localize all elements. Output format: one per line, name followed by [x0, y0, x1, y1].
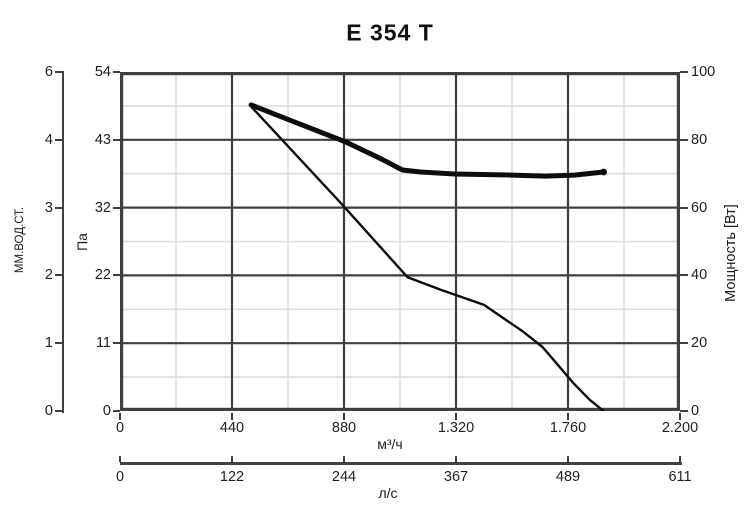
- power-axis-tick-label: 80: [691, 131, 708, 148]
- right-axis-unit-power-watt: Мощность [Вт]: [723, 204, 739, 302]
- mm-axis-tick-label: 1: [44, 335, 53, 352]
- pressure-curve: [249, 105, 605, 411]
- pa-axis-tick-label: 43: [94, 131, 111, 148]
- mm-axis-tick-label: 6: [44, 64, 53, 80]
- pa-axis-tick: [113, 70, 120, 74]
- pa-axis-tick: [113, 342, 120, 345]
- pa-axis-tick-label: 32: [94, 199, 111, 216]
- x-axis2-unit-ls: л/с: [378, 485, 398, 501]
- x-axis-unit-m3h: м³/ч: [377, 436, 403, 452]
- ls-axis-tick-label: 489: [555, 469, 581, 485]
- power-axis-tick: [680, 409, 688, 413]
- left-axis-unit-pascal: Па: [74, 233, 90, 251]
- mm-axis-tick: [55, 206, 62, 209]
- chart-title: E 354 T: [346, 19, 434, 46]
- power-axis-tick: [680, 70, 688, 74]
- power-curve-end-dot: [600, 168, 608, 176]
- power-axis-tick-label: 60: [691, 199, 708, 216]
- x-axis-tick-label: 2.200: [661, 420, 699, 436]
- mm-axis-tick: [55, 342, 62, 345]
- ls-axis-tick: [454, 456, 458, 462]
- mm-axis-tick-label: 3: [44, 199, 53, 216]
- power-axis-tick: [680, 138, 688, 141]
- power-curve: [248, 102, 607, 179]
- ls-axis-tick: [342, 456, 346, 462]
- pa-axis-tick: [113, 138, 120, 141]
- ls-axis-tick-label: 244: [331, 469, 357, 485]
- x-axis-tick-label: 1.320: [437, 420, 475, 436]
- ls-axis-tick-label: 367: [443, 469, 469, 485]
- x-axis-tick: [566, 412, 570, 420]
- x-axis-tick-label: 0: [115, 420, 125, 436]
- plot-border: [120, 72, 680, 411]
- plot-area: [120, 72, 680, 411]
- power-axis-tick-label: 20: [691, 335, 708, 352]
- pa-axis-tick-label: 11: [95, 335, 111, 352]
- ls-axis-tick-label: 611: [668, 469, 692, 485]
- pa-axis-tick-label: 22: [94, 267, 111, 284]
- pa-axis-tick: [113, 274, 120, 277]
- power-axis-tick-label: 0: [691, 403, 700, 419]
- x-axis-tick-label: 440: [219, 420, 245, 436]
- pa-axis-tick-label: 0: [102, 403, 111, 419]
- x-axis-tick: [118, 412, 122, 420]
- x-axis-tick: [342, 412, 346, 420]
- ls-axis-tick: [678, 456, 682, 462]
- ls-axis-line: [120, 462, 682, 465]
- mm-axis-tick: [55, 409, 62, 413]
- ls-axis-tick: [566, 456, 570, 462]
- mm-axis-tick: [55, 274, 62, 277]
- mm-axis-tick: [55, 70, 62, 74]
- pa-axis-tick: [113, 409, 120, 413]
- x-axis-tick: [230, 412, 234, 420]
- pa-axis-tick: [113, 206, 120, 209]
- left-axis-unit-mm-water-column: ММ.ВОД.СТ.: [14, 206, 26, 274]
- mm-axis-line: [61, 71, 64, 413]
- power-axis-tick: [680, 274, 688, 277]
- x-axis-tick-label: 1.760: [549, 420, 587, 436]
- ls-axis-tick: [230, 456, 234, 462]
- power-axis-tick-label: 100: [691, 64, 716, 80]
- power-axis-tick: [680, 206, 688, 209]
- mm-axis-tick: [55, 138, 62, 141]
- mm-axis-tick-label: 2: [44, 267, 53, 284]
- ls-axis-tick-label: 0: [115, 469, 125, 485]
- mm-axis-tick-label: 4: [44, 131, 53, 148]
- power-axis-tick-label: 40: [691, 267, 708, 284]
- pa-axis-tick-label: 54: [94, 64, 111, 80]
- x-axis-tick: [454, 412, 458, 420]
- power-axis-tick: [680, 342, 688, 345]
- x-axis-tick-label: 880: [331, 420, 357, 436]
- mm-axis-tick-label: 0: [44, 403, 53, 419]
- x-axis-tick: [678, 412, 682, 420]
- ls-axis-tick: [118, 456, 122, 462]
- ls-axis-tick-label: 122: [219, 469, 245, 485]
